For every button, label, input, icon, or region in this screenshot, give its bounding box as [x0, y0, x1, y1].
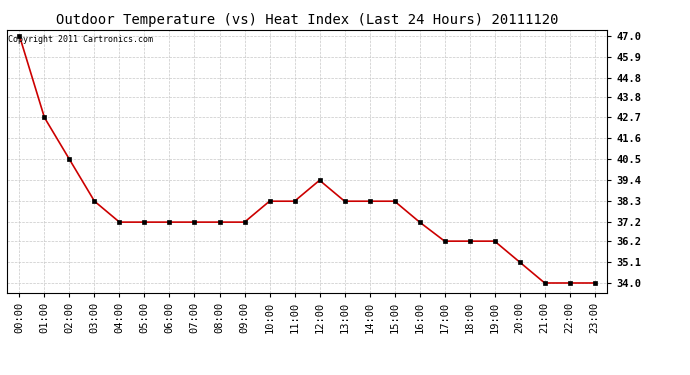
Text: Copyright 2011 Cartronics.com: Copyright 2011 Cartronics.com — [8, 35, 153, 44]
Title: Outdoor Temperature (vs) Heat Index (Last 24 Hours) 20111120: Outdoor Temperature (vs) Heat Index (Las… — [56, 13, 558, 27]
